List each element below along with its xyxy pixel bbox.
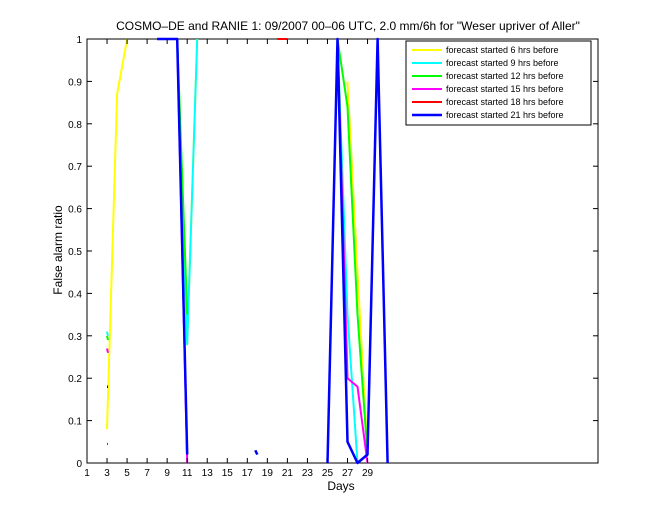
legend-item-2: forecast started 9 hrs before	[412, 58, 559, 68]
legend-label: forecast started 6 hrs before	[446, 45, 559, 55]
x-tick-label: 9	[164, 468, 170, 479]
chart-title: COSMO–DE and RANIE 1: 09/2007 00–06 UTC,…	[116, 19, 580, 33]
series-1-line-segment-4	[346, 81, 369, 455]
series-6-line-segment-2	[157, 37, 189, 455]
legend-label: forecast started 12 hrs before	[446, 71, 564, 81]
y-tick-label: 0	[76, 459, 82, 470]
x-tick-label: 21	[282, 468, 294, 479]
y-tick-label: 0.8	[68, 120, 82, 131]
series-layer	[106, 37, 389, 465]
series-2-line-segment-1	[106, 331, 109, 337]
series-6-line-segment-3	[254, 449, 259, 456]
series-5	[107, 38, 288, 445]
y-axis-title: False alarm ratio	[51, 205, 65, 295]
series-1-line-segment-1	[106, 38, 129, 430]
x-tick-label: 7	[144, 468, 150, 479]
x-tick-label: 11	[182, 468, 193, 479]
series-6-line-segment-4	[326, 37, 389, 465]
y-tick-label: 0.2	[68, 374, 82, 385]
y-tick-label: 1	[76, 35, 82, 46]
x-tick-label: 23	[302, 468, 314, 479]
x-tick-label: 13	[202, 468, 214, 479]
series-4-line-segment-1	[106, 348, 109, 354]
x-tick-label: 29	[362, 468, 374, 479]
x-tick-label: 27	[342, 468, 354, 479]
legend-label: forecast started 9 hrs before	[446, 58, 559, 68]
legend-label: forecast started 18 hrs before	[446, 97, 564, 107]
y-tick-label: 0.5	[68, 247, 82, 258]
y-tick-label: 0.1	[68, 417, 82, 428]
legend-item-5: forecast started 18 hrs before	[412, 97, 564, 107]
y-axis: 0 0.1 0.2 0.3 0.4 0.5 0.6 0.7 0.8 0.9 1	[68, 35, 598, 470]
y-tick-label: 0.4	[68, 289, 82, 300]
legend-item-1: forecast started 6 hrs before	[412, 45, 559, 55]
legend-label: forecast started 21 hrs before	[446, 110, 564, 120]
legend-item-6: forecast started 21 hrs before	[412, 110, 564, 120]
x-axis: 1 3 5 7 9 11 13 15 17 19 21 23 25 27 29	[84, 39, 374, 479]
legend-box	[405, 40, 592, 126]
legend-item-3: forecast started 12 hrs before	[412, 71, 564, 81]
y-tick-label: 0.7	[68, 162, 82, 173]
y-tick-label: 0.6	[68, 205, 82, 216]
x-tick-label: 15	[222, 468, 234, 479]
legend-label: forecast started 15 hrs before	[446, 84, 564, 94]
x-tick-label: 5	[124, 468, 130, 479]
y-tick-label: 0.3	[68, 332, 82, 343]
legend-item-4: forecast started 15 hrs before	[412, 84, 564, 94]
series-3-line-segment-1	[106, 335, 109, 341]
x-tick-label: 3	[104, 468, 110, 479]
x-tick-label: 17	[242, 468, 254, 479]
x-tick-label: 19	[262, 468, 274, 479]
legend: forecast started 6 hrs before forecast st…	[405, 40, 592, 126]
series-6	[107, 37, 389, 465]
series-3-line-segment-3	[336, 38, 369, 455]
x-tick-label: 25	[322, 468, 334, 479]
x-tick-label: 1	[84, 468, 90, 479]
y-tick-label: 0.9	[68, 77, 82, 88]
x-axis-title: Days	[327, 479, 354, 493]
